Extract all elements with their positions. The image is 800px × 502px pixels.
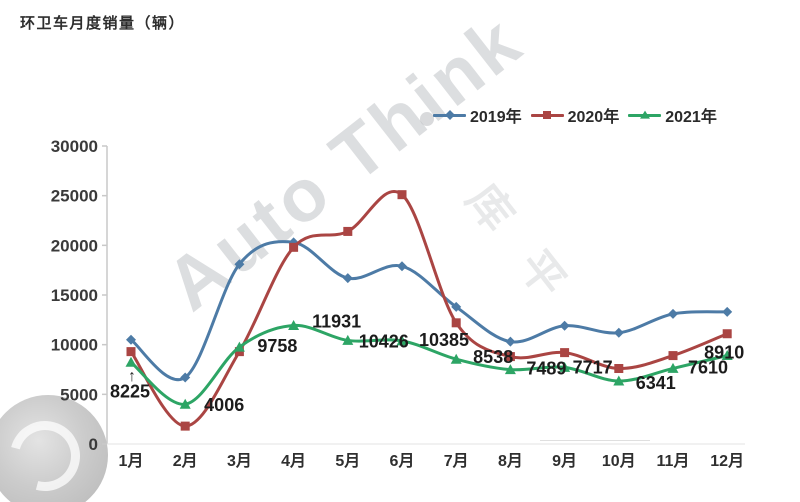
data-label: 8538 — [473, 347, 513, 367]
square-marker-icon — [343, 226, 353, 236]
square-marker-icon — [289, 242, 299, 252]
diamond-marker-icon — [722, 306, 733, 317]
legend-item-2020: 2020年 — [530, 103, 620, 127]
x-tick-label: 9月 — [552, 452, 577, 470]
legend-item-2019: 2019年 — [433, 103, 522, 127]
series-2020年 — [126, 190, 732, 431]
square-marker-icon — [397, 190, 407, 200]
diamond-marker-icon — [342, 273, 353, 284]
square-marker-icon — [722, 329, 732, 339]
diamond-marker-icon — [180, 372, 191, 383]
diamond-marker-icon — [559, 320, 570, 331]
square-marker-icon — [234, 347, 244, 357]
y-tick-label: 10000 — [51, 336, 98, 355]
data-label: 10426 — [359, 331, 409, 351]
x-tick-label: 3月 — [227, 452, 252, 470]
y-tick-label: 15000 — [51, 286, 98, 305]
data-label: 11931 — [312, 311, 361, 331]
data-label: 9758 — [257, 336, 297, 356]
square-marker-icon — [614, 364, 624, 374]
triangle-marker-icon — [450, 353, 462, 364]
legend-label: 2019年 — [470, 109, 522, 126]
y-tick-label: 5000 — [60, 385, 98, 404]
y-tick-label: 20000 — [51, 236, 98, 255]
x-tick-label: 7月 — [444, 452, 469, 470]
triangle-marker-icon — [559, 361, 571, 372]
triangle-marker-icon — [504, 364, 516, 375]
x-tick-label: 12月 — [710, 452, 744, 470]
x-tick-label: 8月 — [498, 452, 523, 470]
square-marker-icon — [180, 421, 190, 431]
x-tick-label: 11月 — [657, 452, 690, 470]
x-tick-label: 1月 — [119, 452, 144, 470]
triangle-marker-icon — [125, 356, 137, 367]
y-tick-label: 0 — [89, 435, 98, 454]
triangle-marker-icon — [667, 362, 679, 373]
series-2019年 — [126, 237, 733, 383]
x-tick-label: 10月 — [602, 452, 636, 470]
data-label: 4006 — [204, 395, 244, 415]
data-label: 10385 — [419, 330, 469, 350]
chart-title: 环卫车月度销量（辆） — [20, 15, 186, 32]
square-marker-icon — [451, 318, 461, 328]
triangle-marker-icon — [179, 398, 191, 409]
legend-label: 2021年 — [665, 109, 717, 126]
data-label: 7717 — [573, 357, 613, 377]
annotation-arrow-icon: ↑ — [128, 368, 136, 385]
legend-item-2021: 2021年 — [628, 103, 717, 127]
data-label: 7610 — [688, 357, 728, 377]
triangle-marker-icon — [639, 110, 650, 119]
y-tick-label: 25000 — [51, 187, 98, 206]
data-label: 8225 — [110, 381, 150, 401]
data-label: 8910 — [704, 342, 744, 362]
y-tick-label: 30000 — [51, 137, 98, 156]
legend-line-sample-2019 — [433, 110, 466, 120]
x-tick-label: 6月 — [390, 452, 415, 470]
diamond-marker-icon — [397, 261, 407, 272]
data-label: 6341 — [636, 373, 676, 393]
triangle-marker-icon — [721, 349, 733, 360]
series-2021年 — [125, 319, 733, 409]
legend-label: 2020年 — [567, 109, 620, 126]
square-marker-icon — [560, 348, 570, 358]
legend-line-sample-2020 — [530, 111, 564, 119]
diamond-marker-icon — [126, 334, 136, 345]
diamond-marker-icon — [505, 336, 516, 347]
square-marker-icon — [668, 351, 678, 361]
x-tick-label: 4月 — [281, 452, 306, 470]
legend-line-sample-2021 — [628, 110, 662, 119]
x-tick-label: 5月 — [335, 452, 360, 470]
triangle-marker-icon — [613, 375, 625, 386]
triangle-marker-icon — [342, 334, 354, 345]
diamond-marker-icon — [234, 259, 245, 270]
triangle-marker-icon — [396, 335, 408, 346]
diamond-marker-icon — [668, 308, 678, 319]
square-marker-icon — [126, 347, 136, 357]
diamond-marker-icon — [613, 327, 624, 338]
data-label: 7489 — [526, 359, 566, 379]
triangle-marker-icon — [288, 319, 300, 330]
x-tick-label: 2月 — [173, 452, 198, 470]
square-marker-icon — [543, 111, 552, 119]
square-marker-icon — [505, 352, 515, 362]
series-line — [129, 240, 729, 382]
triangle-marker-icon — [233, 341, 245, 352]
diamond-marker-icon — [451, 301, 462, 312]
legend: 2019年 2020年 2021年 — [433, 103, 717, 127]
